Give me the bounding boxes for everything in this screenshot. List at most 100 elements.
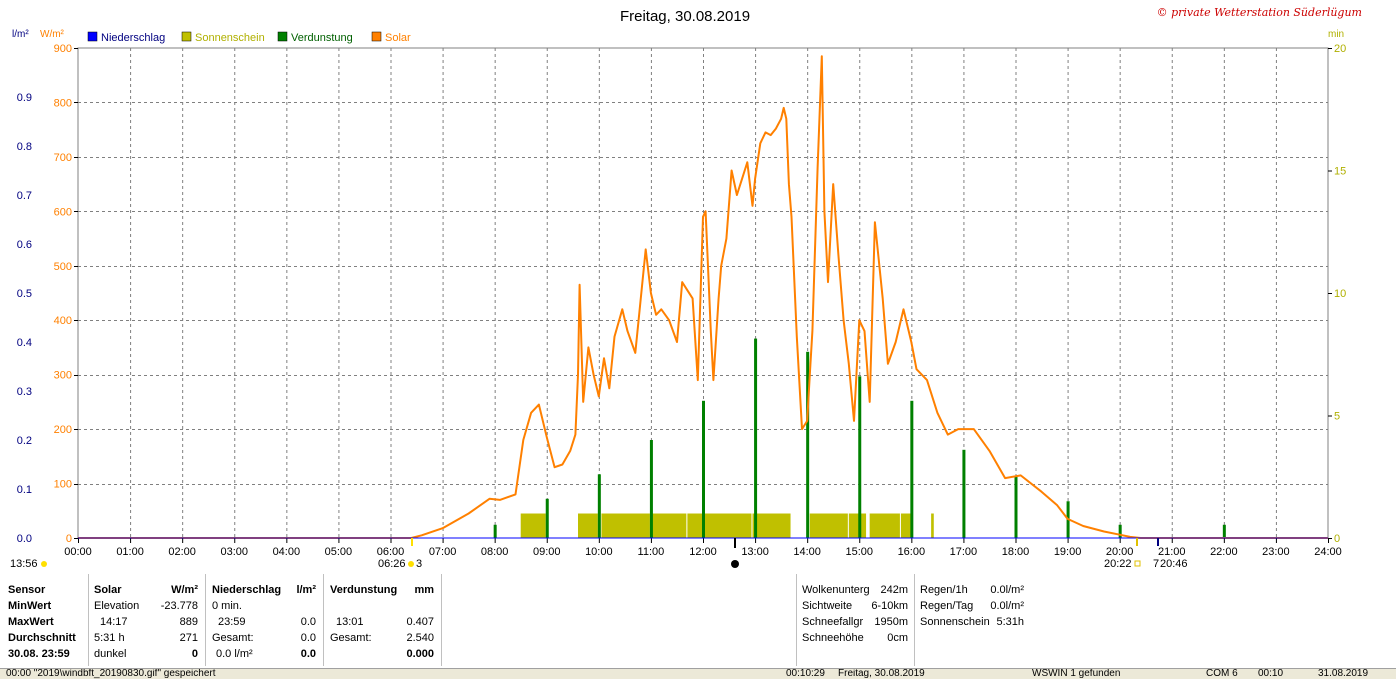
solar-tick-label: 800 bbox=[54, 97, 72, 109]
x-tick-label: 24:00 bbox=[1314, 546, 1342, 558]
x-tick-label: 18:00 bbox=[1002, 546, 1030, 558]
cloud-base-label: Wolkenunterg bbox=[802, 584, 870, 596]
solar-min-value: -23.778 bbox=[160, 600, 198, 612]
stats-panel: Sensor MinWert MaxWert Durchschnitt 30.0… bbox=[0, 574, 1340, 666]
sunshine-block bbox=[601, 513, 650, 538]
evaporation-bar bbox=[597, 474, 601, 538]
evap-cur-value: 0.000 bbox=[406, 648, 434, 660]
solar-tick-label: 700 bbox=[54, 152, 72, 164]
legend-swatch bbox=[277, 31, 288, 42]
solar-avg-value: 271 bbox=[179, 632, 198, 644]
precip-tick-label: 0.4 bbox=[17, 337, 32, 349]
left-time-label: 13:56 bbox=[10, 558, 38, 570]
sensor-column: Sensor MinWert MaxWert Durchschnitt 30.0… bbox=[8, 574, 88, 666]
snowline-value: 1950m bbox=[874, 616, 908, 628]
sunshine-series bbox=[520, 513, 934, 538]
solar-tick-label: 400 bbox=[54, 315, 72, 327]
x-tick-label: 01:00 bbox=[116, 546, 144, 558]
sunshine-block bbox=[752, 513, 791, 538]
legend-swatch bbox=[87, 31, 98, 42]
x-tick-label: 05:00 bbox=[325, 546, 353, 558]
evaporation-bar bbox=[702, 400, 705, 538]
status-time: 00:10:29 bbox=[786, 668, 825, 679]
noon-icon bbox=[731, 560, 739, 568]
x-tick-label: 20:00 bbox=[1106, 546, 1134, 558]
sunshine-block bbox=[578, 513, 598, 538]
evaporation-bar bbox=[649, 440, 653, 538]
evaporation-bar bbox=[858, 376, 862, 538]
x-tick-label: 08:00 bbox=[481, 546, 509, 558]
precip-tick-label: 0.6 bbox=[17, 239, 32, 251]
axes: 00:00 01:00 02:00 03:00 04:00 05:00 06:00 07:00… bbox=[17, 43, 1347, 558]
evaporation-bar bbox=[806, 351, 810, 538]
precip-max-value: 0.0 bbox=[300, 616, 316, 628]
rain-day-value: 0.0l/m² bbox=[990, 600, 1024, 612]
x-tick-label: 13:00 bbox=[741, 546, 769, 558]
rain-column: Regen/1h 0.0l/m² Regen/Tag 0.0l/m² Sonne… bbox=[920, 574, 1026, 666]
x-tick-label: 16:00 bbox=[898, 546, 926, 558]
solar-series bbox=[78, 55, 1328, 539]
copyright-text: © private Wetterstation Süderlügum bbox=[1157, 6, 1362, 19]
snowline-label: Schneefallgr bbox=[802, 616, 864, 628]
solar-tick-label: 600 bbox=[54, 206, 72, 218]
legend-label: Solar bbox=[385, 32, 411, 44]
legend: Niederschlag Sonnenschein Verdunstung Solar bbox=[87, 31, 411, 44]
x-tick-label: 15:00 bbox=[845, 546, 873, 558]
evap-total-label: Gesamt: bbox=[330, 632, 372, 644]
precip-cur-label: 0.0 l/m² bbox=[216, 648, 253, 660]
solar-avg-label: 5:31 h bbox=[94, 632, 125, 644]
sun-tick-label: 10 bbox=[1334, 288, 1346, 300]
visibility-label: Sichtweite bbox=[802, 600, 853, 612]
solar-tick-label: 900 bbox=[54, 43, 72, 55]
sunshine-block bbox=[931, 513, 934, 538]
precip-max-label: 23:59 bbox=[218, 616, 246, 628]
clouds-column: Wolkenunterg 242m Sichtweite 6-10km Schn… bbox=[802, 574, 910, 666]
sunrise-icon bbox=[408, 561, 414, 567]
sunset-icon bbox=[1134, 560, 1141, 567]
evap-total-value: 2.540 bbox=[406, 632, 434, 644]
x-tick-label: 11:00 bbox=[638, 546, 665, 558]
sunshine-block bbox=[900, 513, 913, 538]
evaporation-bar bbox=[754, 338, 758, 538]
x-tick-label: 14:00 bbox=[793, 546, 821, 558]
evaporation-bar bbox=[962, 449, 966, 538]
sun-tick-label: 15 bbox=[1334, 166, 1346, 178]
precip-tick-label: 0.3 bbox=[17, 386, 32, 398]
x-tick-label: 07:00 bbox=[429, 546, 457, 558]
solar-cur-label: dunkel bbox=[94, 648, 127, 660]
evap-max-value: 0.407 bbox=[406, 616, 434, 628]
sun-tick-label: 0 bbox=[1334, 533, 1340, 545]
cloud-base-value: 242m bbox=[880, 584, 908, 596]
evaporation-bar bbox=[1222, 524, 1226, 538]
current-label: 30.08. 23:59 bbox=[8, 648, 70, 660]
precip-total-label: Gesamt: bbox=[212, 632, 254, 644]
visibility-value: 6-10km bbox=[871, 600, 908, 612]
night-prefix: 7 bbox=[1153, 558, 1159, 570]
solar-tick-label: 300 bbox=[54, 370, 72, 382]
sensor-header: Sensor bbox=[8, 584, 46, 596]
x-tick-label: 02:00 bbox=[168, 546, 196, 558]
durchschnitt-label: Durchschnitt bbox=[8, 632, 76, 644]
x-tick-label: 23:00 bbox=[1262, 546, 1290, 558]
legend-label: Sonnenschein bbox=[195, 32, 265, 44]
precip-tick-label: 0.0 bbox=[17, 533, 32, 545]
rain-1h-label: Regen/1h bbox=[920, 584, 968, 596]
precip-tick-label: 0.2 bbox=[17, 435, 32, 447]
solar-line bbox=[78, 55, 1328, 539]
solar-unit: W/m² bbox=[171, 584, 198, 596]
status-message: 00:00 "2019\windbft_20190830.gif" gespei… bbox=[6, 668, 216, 679]
sunshine-block bbox=[848, 513, 867, 538]
solar-min-label: Elevation bbox=[94, 600, 140, 612]
sunrise-label: 06:26 bbox=[378, 558, 406, 570]
x-tick-label: 10:00 bbox=[585, 546, 613, 558]
precip-cur-value: 0.0 bbox=[300, 648, 316, 660]
weather-chart: 00:00 01:00 02:00 03:00 04:00 05:00 06:00 07:00… bbox=[10, 6, 1362, 570]
maxwert-label: MaxWert bbox=[8, 616, 54, 628]
precip-tick-label: 0.1 bbox=[17, 484, 32, 496]
x-tick-label: 12:00 bbox=[689, 546, 717, 558]
rain-day-label: Regen/Tag bbox=[920, 600, 974, 612]
legend-swatch bbox=[181, 31, 192, 42]
x-tick-label: 19:00 bbox=[1054, 546, 1082, 558]
precip-min-label: 0 min. bbox=[212, 600, 242, 612]
status-device: WSWIN 1 gefunden bbox=[1032, 668, 1121, 679]
